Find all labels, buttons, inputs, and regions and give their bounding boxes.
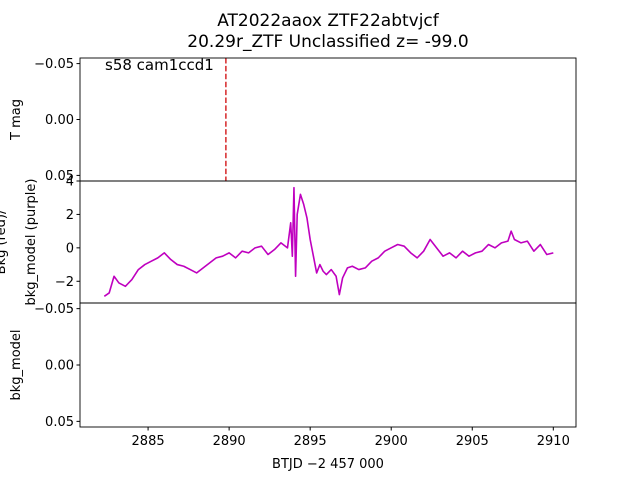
y-tick-label: 4 <box>66 175 74 190</box>
x-tick-label: 2900 <box>375 434 408 449</box>
chart-title: 20.29r_ZTF Unclassified z= -99.0 <box>187 32 468 52</box>
chart-title: AT2022aaox ZTF22abtvjcf <box>217 11 440 31</box>
y-axis-label: bkg_model <box>9 329 24 400</box>
x-axis-label: BTJD −2 457 000 <box>272 457 384 472</box>
axes-frame <box>79 302 577 428</box>
y-tick-label: −0.05 <box>34 57 74 72</box>
y-tick-label: 0.00 <box>45 359 74 374</box>
y-axis-label: Bkg (red)/ <box>0 209 9 274</box>
data-line <box>103 186 554 297</box>
y-tick-label: 0 <box>66 241 74 256</box>
x-tick-label: 2890 <box>213 434 246 449</box>
annotation: s58 cam1ccd1 <box>105 56 214 74</box>
y-axis-label: T mag <box>9 99 24 141</box>
x-tick-label: 2895 <box>294 434 327 449</box>
y-tick-label: −2 <box>55 275 74 290</box>
y-tick-label: 0.00 <box>45 113 74 128</box>
x-tick-label: 2885 <box>132 434 165 449</box>
y-tick-label: 0.05 <box>45 169 74 184</box>
x-tick-label: 2905 <box>456 434 489 449</box>
x-tick-label: 2910 <box>537 434 570 449</box>
axes-frame <box>79 57 577 182</box>
y-axis-label: bkg_model (purple) <box>24 179 39 306</box>
y-tick-label: 0.05 <box>45 415 74 430</box>
y-tick-label: 2 <box>66 208 74 223</box>
y-tick-label: −0.05 <box>34 302 74 317</box>
